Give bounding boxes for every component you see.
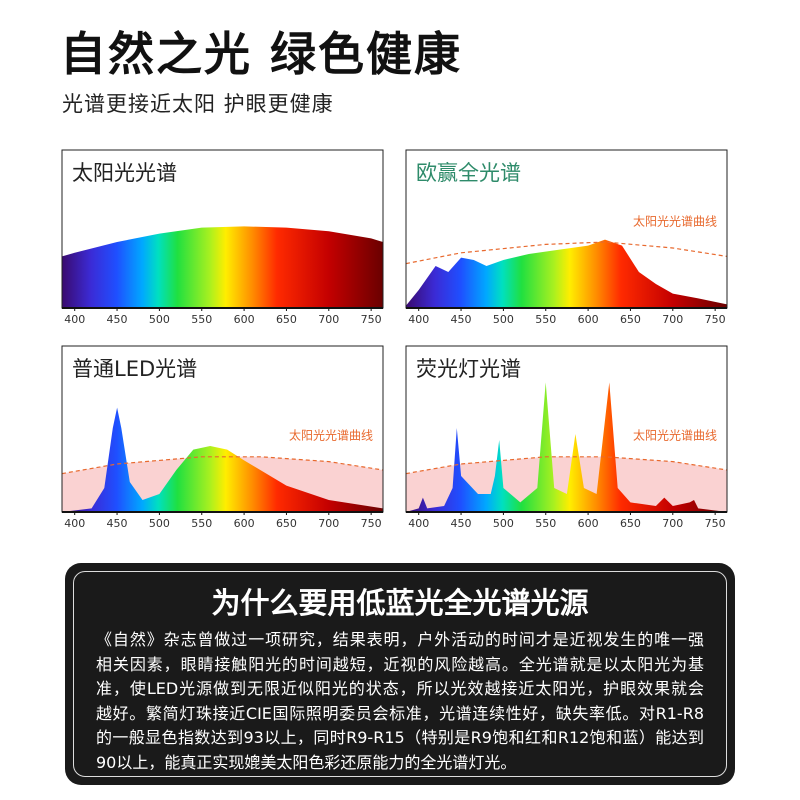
info-title: 为什么要用低蓝光全光谱光源 bbox=[211, 586, 589, 620]
x-tick-label: 650 bbox=[620, 313, 641, 326]
spectrum-area bbox=[62, 407, 383, 512]
x-tick-label: 500 bbox=[149, 313, 170, 326]
x-tick-label: 500 bbox=[493, 313, 514, 326]
reference-line bbox=[406, 456, 727, 475]
panel: 太阳光光谱 400 450 500 550 600 650 700 750 bbox=[61, 149, 384, 326]
x-tick-label: 450 bbox=[451, 313, 472, 326]
page-title: 自然之光 绿色健康 bbox=[60, 27, 463, 81]
x-tick-label: 700 bbox=[318, 313, 339, 326]
info-text: 《自然》杂志曾做过一项研究，结果表明，户外活动的时间才是近视发生的唯一强 相关因素… bbox=[96, 628, 704, 775]
panel-title: 欧赢全光谱 bbox=[416, 161, 521, 185]
x-tick-label: 650 bbox=[620, 517, 641, 530]
x-tick-label: 650 bbox=[276, 313, 297, 326]
info-frame: 为什么要用低蓝光全光谱光源 《自然》杂志曾做过一项研究，结果表明，户外活动的时间… bbox=[73, 571, 727, 777]
info-line: 90以上，能真正实现媲美太阳色彩还原能力的全光谱灯光。 bbox=[96, 752, 517, 772]
x-tick-label: 700 bbox=[318, 517, 339, 530]
x-tick-label: 400 bbox=[408, 517, 429, 530]
plot bbox=[406, 382, 727, 512]
x-tick-label: 550 bbox=[191, 517, 212, 530]
x-tick-label: 550 bbox=[535, 313, 556, 326]
panel: 太阳光光谱曲线 荧光灯光谱 400 450 500 550 600 650 700 750 bbox=[405, 345, 728, 530]
x-tick-label: 650 bbox=[276, 517, 297, 530]
x-tick-label: 500 bbox=[149, 517, 170, 530]
charts: 太阳光光谱 400 450 500 550 600 650 700 750 太阳光光谱曲线 欧赢全光… bbox=[61, 149, 728, 530]
plot bbox=[62, 226, 383, 308]
x-tick-label: 500 bbox=[493, 517, 514, 530]
reference-label: 太阳光光谱曲线 bbox=[289, 428, 373, 443]
reference-label: 太阳光光谱曲线 bbox=[633, 428, 717, 443]
info-box: 为什么要用低蓝光全光谱光源 《自然》杂志曾做过一项研究，结果表明，户外活动的时间… bbox=[65, 563, 735, 785]
reference-line bbox=[62, 456, 383, 475]
info-line: 《自然》杂志曾做过一项研究，结果表明，户外活动的时间才是近视发生的唯一强 bbox=[96, 630, 704, 649]
info-line: 的一般显色指数达到93以上，同时R9-R15（特别是R9饱和红和R12饱和蓝）能… bbox=[96, 728, 704, 747]
reference-line bbox=[406, 241, 727, 265]
info-line: 准，使LED光源做到无限近似阳光的状态，所以光效越接近太阳光，护眼效果就会 bbox=[96, 679, 704, 698]
panel: 太阳光光谱曲线 普通LED光谱 400 450 500 550 600 650 700 750 bbox=[61, 345, 384, 530]
panel-title: 荧光灯光谱 bbox=[416, 357, 521, 381]
x-tick-label: 400 bbox=[64, 313, 85, 326]
page-subtitle: 光谱更接近太阳 护眼更健康 bbox=[62, 92, 334, 116]
info-line: 相关因素，眼睛接触阳光的时间越短，近视的风险越高。全光谱就是以太阳光为基 bbox=[96, 654, 704, 674]
panel: 太阳光光谱曲线 欧赢全光谱 400 450 500 550 600 650 700 750 bbox=[405, 149, 728, 326]
x-tick-label: 700 bbox=[662, 517, 683, 530]
x-tick-label: 450 bbox=[107, 313, 128, 326]
x-tick-label: 550 bbox=[191, 313, 212, 326]
x-tick-label: 750 bbox=[705, 313, 726, 326]
x-tick-label: 600 bbox=[234, 313, 255, 326]
spectrum-area bbox=[62, 226, 383, 308]
x-tick-label: 550 bbox=[535, 517, 556, 530]
x-tick-label: 450 bbox=[451, 517, 472, 530]
spectrum-area bbox=[406, 239, 727, 308]
x-tick-label: 400 bbox=[408, 313, 429, 326]
panel-title: 普通LED光谱 bbox=[72, 357, 197, 381]
x-tick-label: 450 bbox=[107, 517, 128, 530]
x-tick-label: 700 bbox=[662, 313, 683, 326]
info-line: 越好。繁简灯珠接近CIE国际照明委员会标准，光谱连续性好，缺失率低。对R1-R8 bbox=[96, 703, 704, 723]
x-tick-label: 600 bbox=[234, 517, 255, 530]
x-tick-label: 600 bbox=[578, 313, 599, 326]
x-tick-label: 750 bbox=[705, 517, 726, 530]
x-tick-label: 750 bbox=[361, 313, 382, 326]
x-tick-label: 750 bbox=[361, 517, 382, 530]
panel-title: 太阳光光谱 bbox=[72, 161, 177, 185]
reference-label: 太阳光光谱曲线 bbox=[633, 214, 717, 229]
x-tick-label: 600 bbox=[578, 517, 599, 530]
plot bbox=[62, 407, 383, 512]
plot bbox=[406, 239, 727, 308]
x-tick-label: 400 bbox=[64, 517, 85, 530]
